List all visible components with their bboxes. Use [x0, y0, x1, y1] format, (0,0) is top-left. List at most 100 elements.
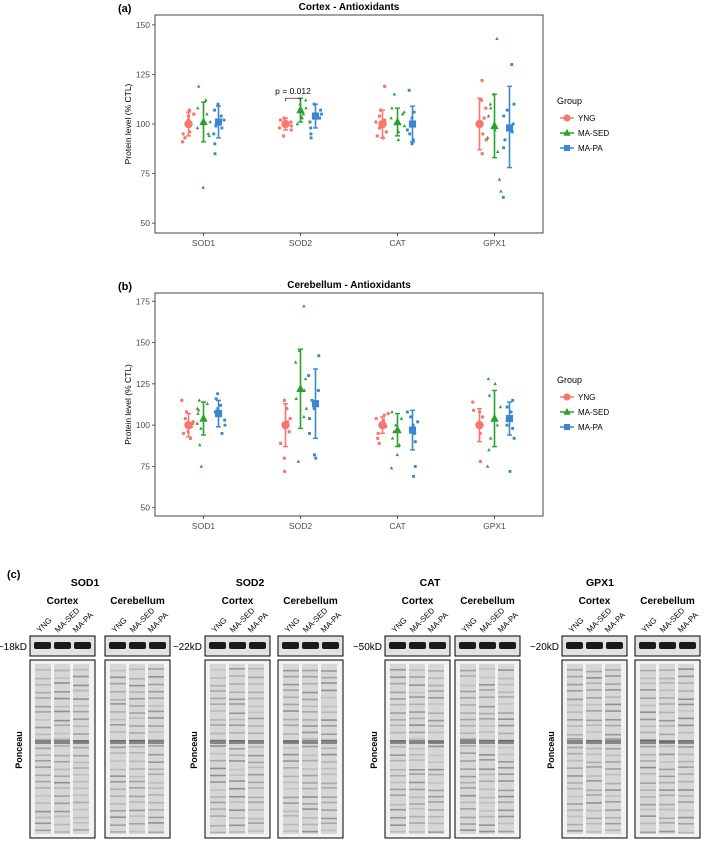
data-point: [295, 122, 300, 126]
data-point: [214, 397, 218, 401]
ponceau-band: [248, 668, 264, 670]
ponceau-band: [210, 801, 226, 804]
data-point: [405, 410, 409, 414]
ponceau-band: [302, 675, 318, 678]
ponceau-label: Ponceau: [14, 731, 24, 769]
data-point: [301, 112, 306, 116]
ponceau-band: [659, 711, 675, 714]
ponceau-band: [678, 682, 694, 684]
ponceau-band: [659, 781, 675, 784]
data-point: [376, 431, 380, 436]
ponceau-band: [302, 830, 318, 833]
ponceau-band: [321, 670, 337, 672]
ponceau-band: [210, 815, 226, 817]
ponceau-band: [640, 815, 656, 817]
ponceau-band: [409, 738, 425, 740]
mw-marker-label: ~50kD: [353, 642, 382, 653]
ponceau-band: [302, 754, 318, 757]
mean-marker: [311, 112, 320, 120]
plot-frame: [154, 292, 544, 517]
ponceau-band: [248, 705, 264, 708]
ponceau-band: [567, 740, 583, 744]
ponceau-band: [129, 684, 145, 687]
data-point: [407, 88, 411, 92]
protein-band: [479, 642, 496, 649]
ponceau-band: [321, 696, 337, 699]
ponceau-band: [321, 767, 337, 770]
data-point: [223, 423, 227, 427]
tissue-label: Cortex: [47, 596, 79, 607]
data-point: [389, 466, 394, 470]
ponceau-band: [586, 747, 602, 750]
data-point: [288, 416, 292, 421]
ponceau-band: [35, 780, 51, 783]
data-point: [302, 304, 306, 308]
ponceau-band: [659, 794, 675, 797]
ponceau-band: [659, 789, 675, 791]
data-point: [181, 431, 186, 436]
data-point: [220, 126, 224, 130]
ponceau-band: [110, 775, 126, 777]
ponceau-band: [640, 704, 656, 707]
ponceau-band: [479, 725, 495, 727]
ponceau-band: [390, 788, 406, 791]
data-point: [487, 393, 492, 397]
ponceau-band: [35, 766, 51, 768]
data-point: [282, 398, 287, 403]
data-point: [503, 138, 507, 142]
ponceau-band: [283, 710, 299, 712]
ponceau-band: [54, 740, 70, 744]
ponceau-band: [460, 718, 476, 721]
ponceau-band: [229, 817, 245, 819]
data-point: [511, 122, 515, 126]
ponceau-band: [302, 803, 318, 805]
ponceau-band: [73, 780, 89, 783]
ponceau-stain: [204, 659, 271, 839]
ponceau-band: [35, 705, 51, 708]
ponceau-band: [148, 753, 164, 756]
ponceau-band: [479, 717, 495, 720]
y-tick-label: 125: [136, 69, 150, 79]
data-point: [382, 413, 386, 417]
ponceau-band: [678, 746, 694, 748]
ponceau-band: [229, 740, 245, 744]
data-point: [480, 152, 484, 156]
ponceau-band: [567, 829, 583, 832]
protein-band: [302, 642, 319, 649]
ponceau-band: [479, 759, 495, 761]
ponceau-band: [479, 754, 495, 756]
data-point: [374, 416, 378, 421]
ponceau-band: [605, 718, 621, 721]
ponceau-band: [460, 829, 476, 831]
data-point: [188, 436, 193, 441]
ponceau-band: [148, 676, 164, 678]
mean-marker: [214, 410, 223, 418]
ponceau-band: [498, 677, 514, 680]
ponceau-band: [321, 725, 337, 727]
ponceau-band: [321, 711, 337, 714]
ponceau-band: [409, 808, 425, 810]
ponceau-band: [302, 725, 318, 727]
ponceau-band: [229, 824, 245, 827]
mean-marker: [393, 117, 402, 126]
ponceau-band: [321, 719, 337, 721]
ponceau-band: [54, 724, 70, 727]
ponceau-band: [35, 726, 51, 729]
data-point: [486, 114, 491, 118]
ponceau-lane: [390, 664, 406, 834]
ponceau-band: [283, 781, 299, 784]
ponceau-band: [148, 705, 164, 707]
ponceau-band: [302, 705, 318, 708]
ponceau-band: [210, 668, 226, 671]
mean-marker: [393, 425, 402, 434]
data-point: [314, 456, 318, 460]
ponceau-band: [390, 703, 406, 706]
data-point: [377, 441, 381, 446]
ponceau-lane: [428, 664, 444, 834]
ponceau-band: [248, 697, 264, 700]
ponceau-band: [409, 753, 425, 756]
ponceau-band: [409, 703, 425, 706]
ponceau-band: [409, 724, 425, 726]
data-point: [489, 106, 493, 110]
data-point: [496, 149, 500, 154]
